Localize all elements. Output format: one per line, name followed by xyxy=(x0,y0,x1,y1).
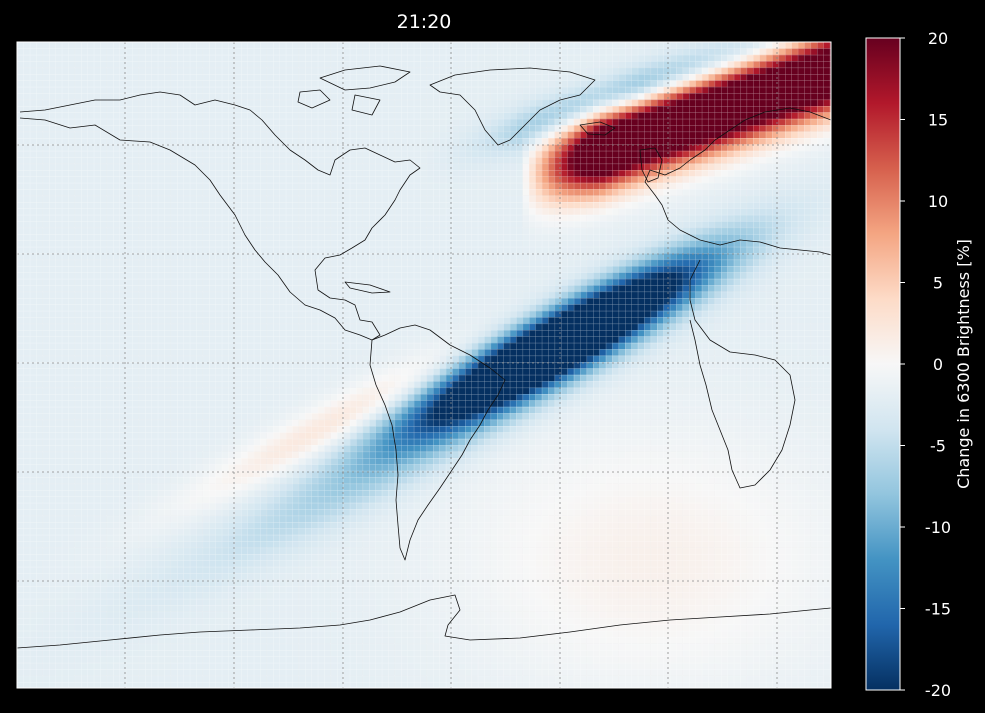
chart-title: 21:20 xyxy=(397,11,452,33)
map-panel xyxy=(17,42,831,688)
